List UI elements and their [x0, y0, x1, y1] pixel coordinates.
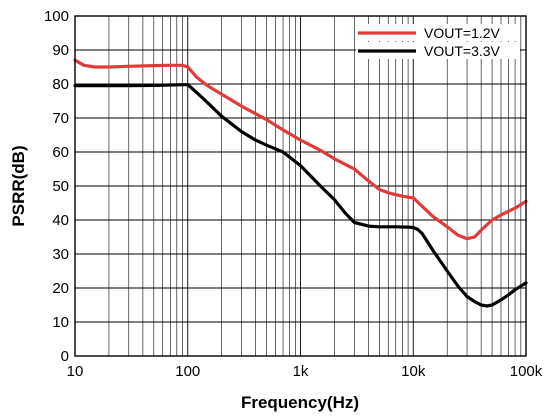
series-line-1 [73, 58, 528, 241]
x-tick-label: 1k [293, 363, 309, 380]
y-tick-label: 70 [52, 110, 69, 127]
y-tick-label: 20 [52, 280, 69, 297]
y-tick-label: 40 [52, 212, 69, 229]
y-tick-label: 10 [52, 314, 69, 331]
legend-background [356, 42, 520, 59]
y-tick-label: 50 [52, 178, 69, 195]
x-tick-label: 100 [175, 363, 200, 380]
legend-label-1: VOUT=1.2V [424, 25, 501, 41]
legend-background [356, 24, 520, 41]
x-axis-title: Frequency(Hz) [241, 393, 359, 412]
legend: VOUT=1.2V VOUT=3.3V [356, 24, 520, 59]
y-tick-labels: 0 10 20 30 40 50 60 70 80 90 100 [44, 8, 69, 365]
x-tick-label: 10 [67, 363, 84, 380]
x-tick-label: 10k [401, 363, 426, 380]
series-group [73, 58, 528, 308]
y-tick-label: 30 [52, 246, 69, 263]
y-tick-label: 80 [52, 76, 69, 93]
y-tick-label: 90 [52, 42, 69, 59]
y-tick-label: 0 [61, 348, 69, 365]
y-tick-label: 60 [52, 144, 69, 161]
legend-label-2: VOUT=3.3V [424, 43, 501, 59]
x-tick-labels: 10 100 1k 10k 100k [67, 363, 543, 380]
y-axis-title: PSRR(dB) [9, 145, 28, 226]
plot-frame [74, 15, 527, 357]
y-tick-label: 100 [44, 8, 69, 25]
x-tick-label: 100k [510, 363, 543, 380]
series-line-2 [73, 83, 528, 308]
